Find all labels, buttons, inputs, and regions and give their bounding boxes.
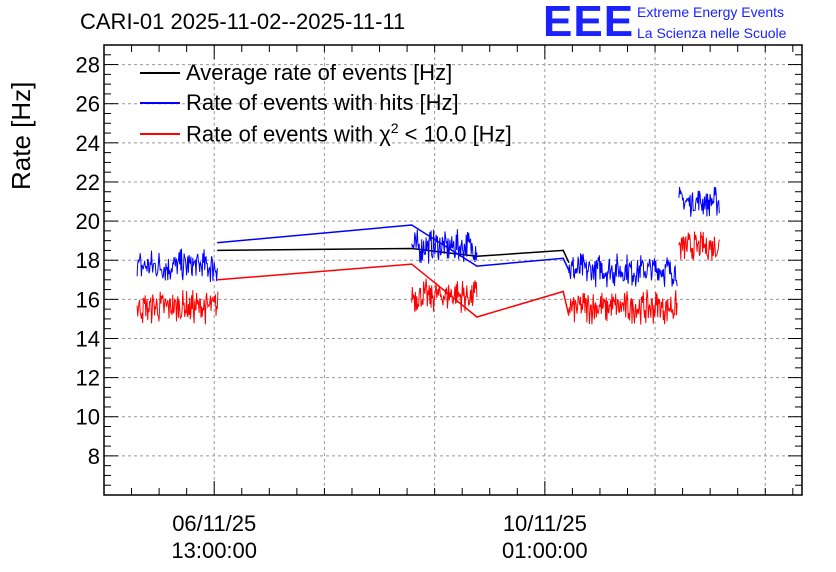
y-tick-label: 22: [76, 170, 100, 195]
series-chi2-noise: [136, 231, 720, 325]
x-tick-label: 06/11/25 13:00:00: [144, 510, 284, 564]
y-tick-label: 18: [76, 248, 100, 273]
y-tick-label: 16: [76, 287, 100, 312]
series-avg-point: [217, 249, 219, 252]
series-chi2-point: [410, 263, 413, 265]
x-tick-time: 13:00:00: [171, 538, 258, 563]
legend-item-average: Average rate of events [Hz]: [140, 59, 452, 87]
series-hits-point: [476, 265, 478, 267]
y-axis-label: Rate [Hz]: [6, 81, 36, 190]
legend-label-average: Average rate of events [Hz]: [186, 60, 453, 85]
y-tick-label: 28: [76, 53, 100, 78]
x-tick-label: 10/11/25 01:00:00: [475, 510, 615, 564]
x-tick-date: 10/11/25: [502, 511, 587, 536]
legend-swatch-average: [140, 72, 180, 74]
series-chi2-point: [562, 290, 565, 293]
series-hits-point: [567, 269, 570, 271]
chart-title: CARI-01 2025-11-02--2025-11-11: [80, 9, 406, 34]
y-tick-label: 20: [76, 209, 100, 234]
series-avg-point: [562, 249, 565, 252]
y-tick-label: 24: [76, 131, 100, 156]
legend-item-hits: Rate of events with hits [Hz]: [140, 89, 459, 117]
series-chi2-point: [476, 316, 478, 318]
series-avg-point: [410, 247, 413, 250]
legend-swatch-chi2: [140, 133, 180, 135]
series-chi2-point: [217, 278, 219, 281]
y-tick-label: 8: [88, 444, 100, 469]
series-hits-line: [217, 224, 570, 271]
series-hits-point: [410, 224, 413, 226]
y-tick-label: 12: [76, 366, 100, 391]
series-hits-point: [217, 241, 219, 244]
legend-label-hits: Rate of events with hits [Hz]: [186, 90, 459, 115]
y-tick-label: 10: [76, 405, 100, 430]
eee-logo-line1: Extreme Energy Events: [637, 4, 785, 20]
legend-item-chi2: Rate of events with χ2 < 10.0 [Hz]: [140, 120, 512, 148]
x-tick-date: 06/11/25: [172, 511, 257, 536]
y-tick-label: 26: [76, 92, 100, 117]
eee-logo-line2: La Scienza nelle Scuole: [637, 25, 787, 41]
series-avg-point: [567, 261, 570, 263]
y-tick-label: 14: [76, 326, 100, 351]
legend-label-chi2: Rate of events with χ2 < 10.0 [Hz]: [186, 120, 512, 147]
legend-swatch-hits: [140, 102, 180, 104]
series-chi2-point: [567, 314, 570, 316]
series-hits-point: [562, 257, 565, 260]
x-tick-time: 01:00:00: [502, 538, 588, 563]
series-hits-noise: [136, 186, 720, 288]
eee-logo-mark: EEE: [543, 0, 635, 46]
series-chi2-line: [217, 263, 570, 318]
